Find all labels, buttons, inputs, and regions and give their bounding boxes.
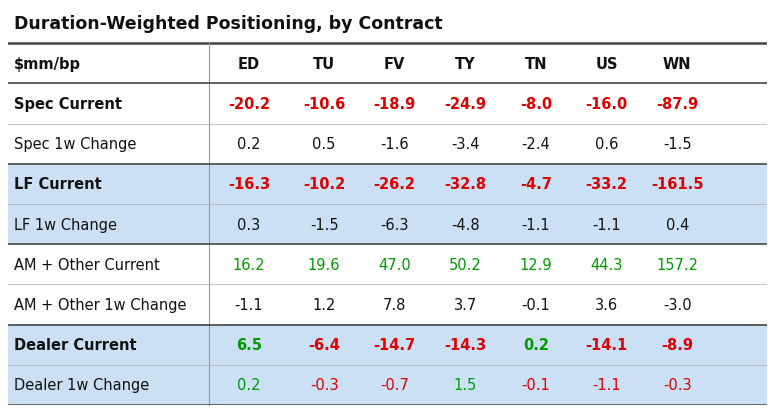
Text: LF 1w Change: LF 1w Change: [14, 217, 117, 232]
Text: 1.5: 1.5: [453, 378, 477, 392]
Text: -87.9: -87.9: [656, 97, 698, 112]
Text: 0.2: 0.2: [237, 378, 260, 392]
Text: 0.2: 0.2: [237, 137, 260, 152]
Text: 7.8: 7.8: [383, 297, 406, 312]
Text: 47.0: 47.0: [378, 257, 411, 272]
Text: -18.9: -18.9: [374, 97, 416, 112]
Text: -16.3: -16.3: [228, 177, 270, 192]
Text: 0.3: 0.3: [237, 217, 260, 232]
Text: -6.4: -6.4: [308, 337, 340, 352]
Text: -10.2: -10.2: [303, 177, 345, 192]
Text: 3.7: 3.7: [453, 297, 477, 312]
Text: 44.3: 44.3: [591, 257, 623, 272]
Text: Duration-Weighted Positioning, by Contract: Duration-Weighted Positioning, by Contra…: [14, 15, 443, 33]
Text: -1.1: -1.1: [592, 378, 621, 392]
Text: -0.3: -0.3: [663, 378, 691, 392]
Text: TU: TU: [313, 57, 335, 72]
Text: LF Current: LF Current: [14, 177, 102, 192]
Text: Dealer Current: Dealer Current: [14, 337, 136, 352]
Text: -1.5: -1.5: [310, 217, 339, 232]
Text: -14.7: -14.7: [374, 337, 415, 352]
Text: -4.7: -4.7: [520, 177, 552, 192]
Text: -1.1: -1.1: [522, 217, 550, 232]
Text: 19.6: 19.6: [308, 257, 340, 272]
Text: TY: TY: [455, 57, 476, 72]
Text: -26.2: -26.2: [374, 177, 415, 192]
Text: -3.4: -3.4: [451, 137, 480, 152]
Text: -4.8: -4.8: [451, 217, 480, 232]
Text: -0.1: -0.1: [522, 378, 550, 392]
Bar: [8, 164, 767, 204]
Text: TN: TN: [525, 57, 547, 72]
Text: Spec Current: Spec Current: [14, 97, 122, 112]
Text: 12.9: 12.9: [520, 257, 553, 272]
Text: AM + Other 1w Change: AM + Other 1w Change: [14, 297, 186, 312]
Text: -20.2: -20.2: [228, 97, 270, 112]
Text: -0.3: -0.3: [310, 378, 339, 392]
Text: -1.5: -1.5: [663, 137, 691, 152]
Text: Dealer 1w Change: Dealer 1w Change: [14, 378, 149, 392]
Text: WN: WN: [663, 57, 691, 72]
Text: -8.0: -8.0: [520, 97, 552, 112]
Text: -2.4: -2.4: [522, 137, 550, 152]
Text: 0.6: 0.6: [595, 137, 618, 152]
Text: -16.0: -16.0: [585, 97, 628, 112]
Text: -8.9: -8.9: [661, 337, 694, 352]
Text: US: US: [595, 57, 618, 72]
Text: $mm/bp: $mm/bp: [14, 57, 81, 72]
Text: -3.0: -3.0: [663, 297, 691, 312]
Text: 50.2: 50.2: [449, 257, 482, 272]
Text: -0.1: -0.1: [522, 297, 550, 312]
Text: 1.2: 1.2: [312, 297, 336, 312]
Bar: [8, 204, 767, 245]
Text: ED: ED: [238, 57, 260, 72]
Text: 157.2: 157.2: [656, 257, 698, 272]
Text: -14.1: -14.1: [585, 337, 628, 352]
Text: -6.3: -6.3: [381, 217, 409, 232]
Text: 0.4: 0.4: [666, 217, 689, 232]
Text: 0.2: 0.2: [523, 337, 549, 352]
Bar: [8, 325, 767, 365]
Text: 6.5: 6.5: [236, 337, 262, 352]
Text: -1.1: -1.1: [592, 217, 621, 232]
Text: 0.5: 0.5: [312, 137, 336, 152]
Text: -24.9: -24.9: [444, 97, 487, 112]
Text: 3.6: 3.6: [595, 297, 618, 312]
Text: 16.2: 16.2: [232, 257, 265, 272]
Text: -161.5: -161.5: [651, 177, 704, 192]
Text: -1.1: -1.1: [235, 297, 264, 312]
Text: -0.7: -0.7: [381, 378, 409, 392]
Text: -14.3: -14.3: [444, 337, 487, 352]
Text: AM + Other Current: AM + Other Current: [14, 257, 160, 272]
Text: -32.8: -32.8: [444, 177, 487, 192]
Text: FV: FV: [384, 57, 405, 72]
Text: -10.6: -10.6: [303, 97, 345, 112]
Text: -1.6: -1.6: [381, 137, 409, 152]
Bar: [8, 365, 767, 405]
Text: -33.2: -33.2: [586, 177, 628, 192]
Text: Spec 1w Change: Spec 1w Change: [14, 137, 136, 152]
